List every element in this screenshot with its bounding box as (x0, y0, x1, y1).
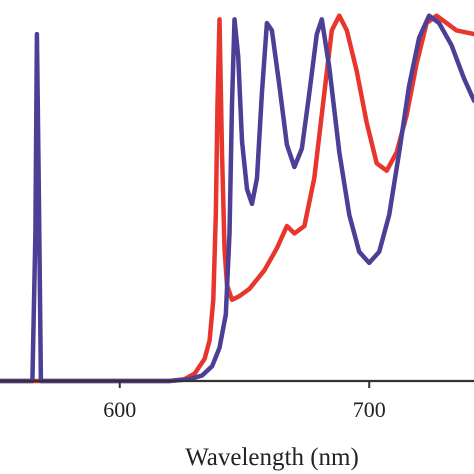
x-tick-label-600: 600 (103, 397, 136, 422)
series-line-2 (0, 13, 474, 384)
x-ticks: 600 700 (103, 381, 386, 422)
x-axis-label: Wavelength (nm) (185, 444, 359, 471)
plot-area (0, 13, 474, 384)
x-tick-label-700: 700 (353, 397, 386, 422)
